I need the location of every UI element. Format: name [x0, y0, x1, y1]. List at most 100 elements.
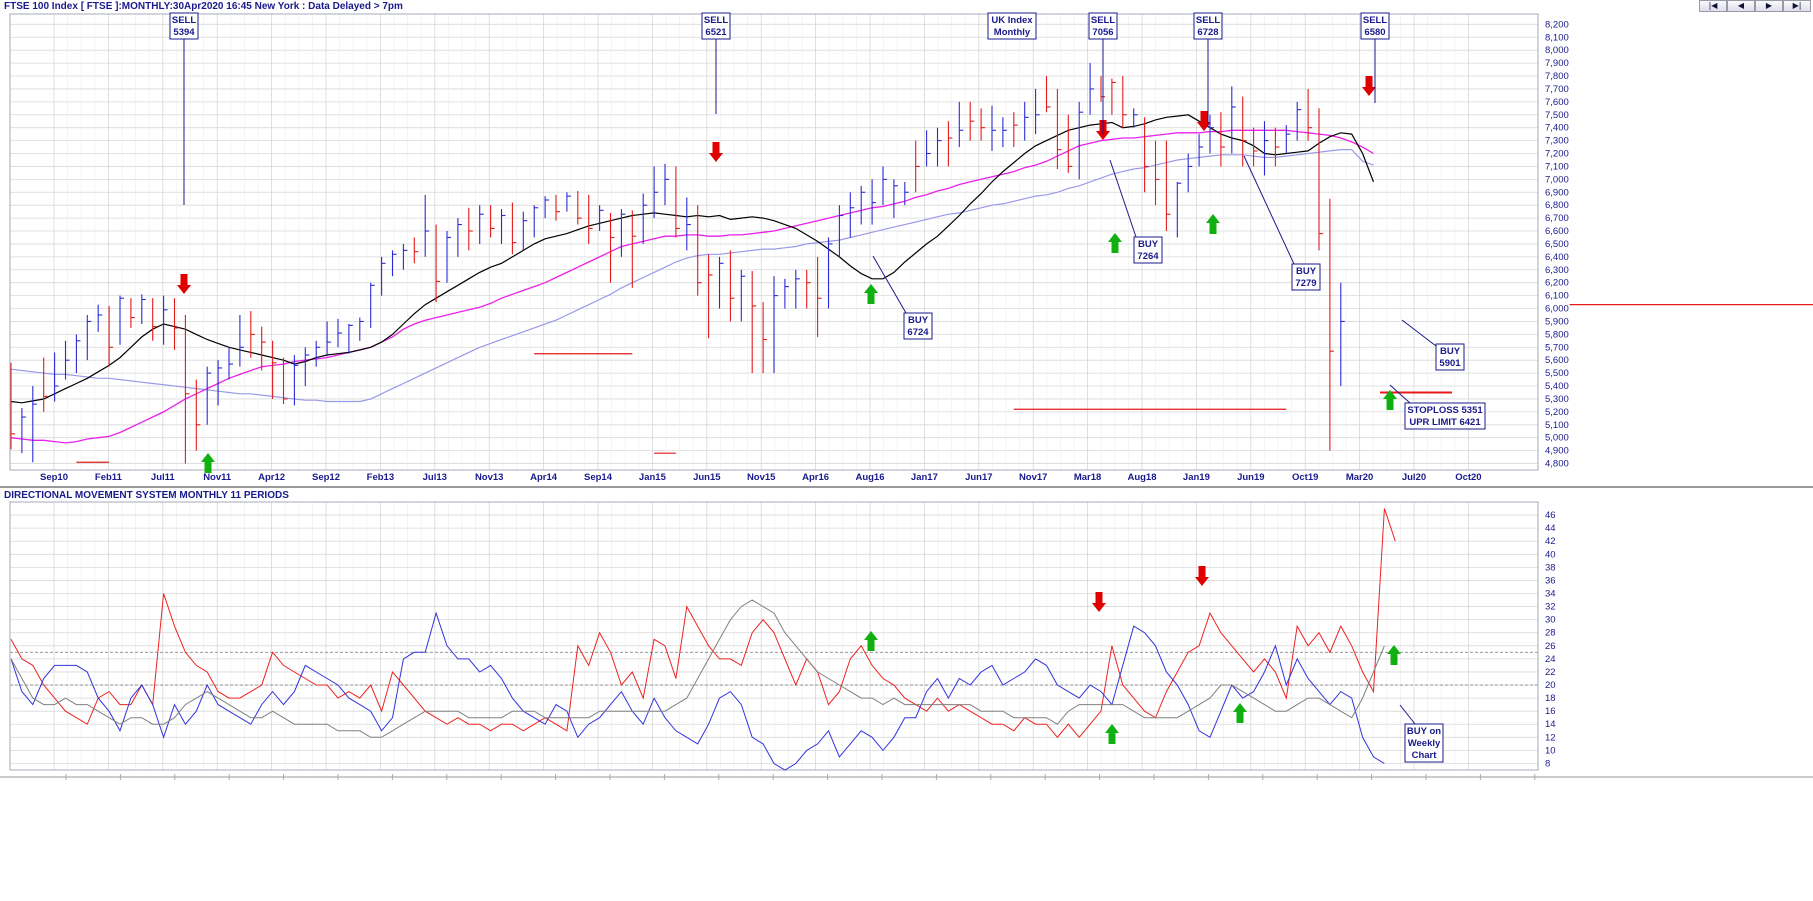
ohlc-bar	[1285, 125, 1291, 154]
dms-tick-label: 14	[1545, 719, 1556, 730]
dms-tick-label: 30	[1545, 615, 1556, 626]
ohlc-bar	[1111, 78, 1116, 115]
callout-line-2: 6580	[1364, 27, 1385, 38]
ohlc-bar	[217, 360, 223, 406]
date-axis-label: Sep12	[312, 472, 340, 483]
price-tick-label: 5,500	[1545, 368, 1569, 379]
ohlc-bar	[1154, 140, 1160, 206]
dms-tick-label: 28	[1545, 628, 1556, 639]
ohlc-bar	[904, 181, 909, 206]
ohlc-bar	[1165, 140, 1171, 232]
price-tick-label: 6,500	[1545, 239, 1569, 250]
ohlc-bar	[10, 362, 15, 450]
price-tick-label: 7,700	[1545, 84, 1569, 95]
ohlc-bar	[282, 357, 288, 405]
ohlc-bar	[184, 314, 190, 464]
dms-sell-arrow-icon	[1195, 566, 1209, 586]
ohlc-bar	[860, 185, 866, 225]
ohlc-bar	[740, 269, 746, 322]
dms-tick-label: 36	[1545, 575, 1556, 586]
dms-tick-label: 32	[1545, 602, 1556, 613]
callout-line-2: 7279	[1295, 278, 1316, 289]
dms-gray-line	[10, 599, 1385, 738]
dms-tick-label: 40	[1545, 549, 1556, 560]
ohlc-bar	[1067, 114, 1073, 173]
price-tick-label: 5,600	[1545, 355, 1569, 366]
price-tick-label: 5,300	[1545, 394, 1569, 405]
ma-short-line	[10, 114, 1375, 404]
nav-prev-button[interactable]: ◀	[1727, 0, 1755, 12]
price-tick-label: 6,900	[1545, 187, 1569, 198]
ohlc-bar	[620, 209, 626, 257]
ohlc-bar	[1318, 108, 1323, 251]
ohlc-bar	[435, 224, 441, 303]
callout-line-1: SELL	[1196, 15, 1220, 26]
nav-next-button[interactable]: ▶	[1755, 0, 1783, 12]
ohlc-bar	[1144, 117, 1149, 193]
price-tick-label: 8,000	[1545, 45, 1569, 56]
upper-grid	[10, 14, 1538, 470]
date-axis-label: Oct20	[1455, 472, 1481, 483]
date-axis-label: Apr14	[530, 472, 558, 483]
ohlc-bar	[849, 192, 855, 238]
date-axis-label: Jun15	[693, 472, 721, 483]
ohlc-bar	[697, 205, 702, 296]
dms-lines	[10, 508, 1396, 771]
ohlc-bar	[479, 205, 484, 244]
date-axis-label: Nov15	[747, 472, 776, 483]
dms-tick-label: 10	[1545, 745, 1556, 756]
ohlc-bar	[348, 324, 353, 354]
price-tick-label: 8,100	[1545, 32, 1569, 43]
ohlc-bar	[75, 334, 81, 374]
date-axis-label: Mar18	[1074, 472, 1101, 483]
callout-line-2: Weekly	[1408, 738, 1441, 749]
price-tick-label: 5,800	[1545, 329, 1569, 340]
ohlc-bar	[119, 295, 124, 345]
ohlc-bar	[1263, 121, 1269, 176]
callout-line-2: UPR LIMIT 6421	[1409, 417, 1481, 428]
callout-line-1: BUY	[1440, 346, 1461, 357]
callout-frame	[701, 12, 731, 40]
dms-tick-label: 24	[1545, 654, 1556, 665]
ohlc-bar	[991, 105, 996, 151]
date-axis-label: Jul20	[1402, 472, 1426, 483]
ohlc-bar	[1329, 198, 1334, 451]
ohlc-bar	[304, 347, 310, 387]
ohlc-bar	[838, 205, 844, 257]
upper-panel-frame	[9, 13, 1539, 471]
ohlc-bar	[1242, 96, 1247, 167]
date-axis-label: Apr12	[258, 472, 285, 483]
nav-last-button[interactable]: ▶|	[1783, 0, 1811, 12]
ohlc-bar	[1231, 86, 1236, 154]
date-axis-label: Sep10	[40, 472, 68, 483]
date-axis-label: Feb13	[367, 472, 394, 483]
ohlc-bar	[108, 305, 114, 367]
ohlc-bar	[827, 237, 833, 309]
nav-first-button[interactable]: |◀	[1699, 0, 1727, 12]
price-tick-label: 7,900	[1545, 58, 1569, 69]
callout-frame	[1435, 343, 1465, 371]
date-axis-label: Sep14	[584, 472, 613, 483]
ohlc-bar	[588, 194, 593, 244]
ohlc-bar	[370, 282, 375, 328]
ohlc-bar	[806, 269, 811, 309]
price-tick-label: 8,200	[1545, 19, 1569, 30]
ma-medium-line	[10, 129, 1374, 444]
callout-connector	[1399, 704, 1416, 725]
ohlc-bar	[43, 357, 48, 412]
dms-tick-label: 44	[1545, 523, 1556, 534]
buy-arrow-icon	[1206, 214, 1220, 234]
callout-line-1: SELL	[704, 15, 728, 26]
dms-blue-line	[10, 611, 1385, 771]
dms-tick-label: 20	[1545, 680, 1556, 691]
ohlc-bar	[1296, 101, 1302, 141]
dms-tick-label: 38	[1545, 562, 1556, 573]
